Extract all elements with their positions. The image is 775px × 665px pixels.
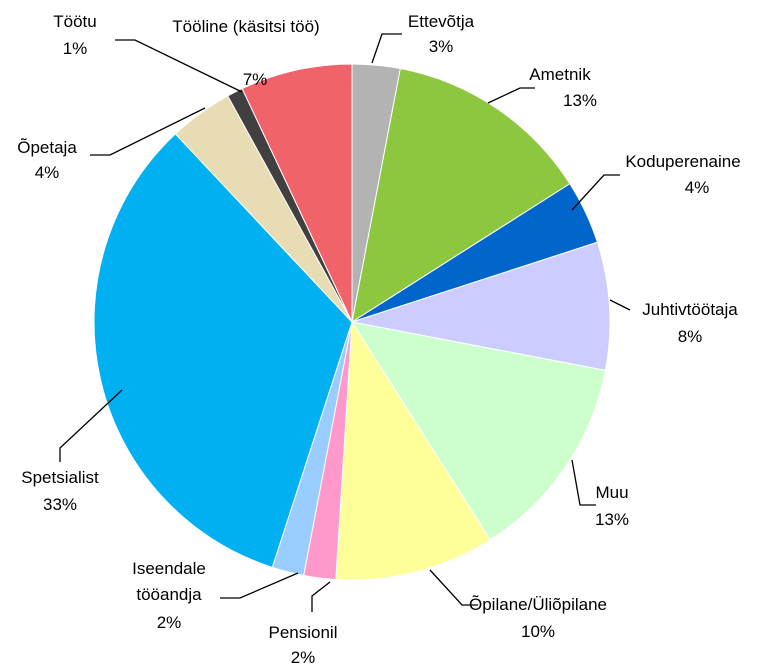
slice-value-label: 8%	[677, 327, 703, 346]
slice-value-label: 13%	[562, 91, 598, 110]
slice-value-label: 1%	[62, 39, 88, 58]
leader-line	[220, 572, 299, 599]
slice-label: Tööline (käsitsi töö)	[172, 17, 320, 36]
leader-line	[90, 107, 206, 156]
slice-label: Õpetaja	[17, 138, 77, 157]
leader-line	[115, 39, 243, 93]
slice-label: Koduperenaine	[625, 152, 741, 171]
leader-line	[571, 174, 620, 211]
leader-line	[311, 581, 331, 612]
slice-label: Töötu	[53, 12, 97, 31]
slice-label: Spetsialist	[21, 468, 99, 487]
slice-value-label: 33%	[42, 495, 78, 514]
slice-value-label: 10%	[520, 622, 556, 641]
slice-value-label: 2%	[290, 648, 316, 665]
slice-label: Ettevõtja	[407, 12, 475, 31]
pie-slice	[241, 63, 353, 323]
slice-value-label: 4%	[34, 163, 60, 182]
pie-slice	[350, 321, 607, 541]
leader-line	[571, 459, 596, 506]
slice-label: Juhtivtöötaja	[642, 300, 738, 319]
slice-value-label: 3%	[428, 37, 454, 56]
pie-slice	[335, 320, 491, 581]
slice-label: Ametnik	[529, 65, 591, 84]
slice-label: Õpilane/Üliõpilane	[469, 595, 607, 614]
slice-label: Muu	[595, 483, 629, 502]
slice-value-label: 13%	[594, 510, 630, 529]
slice-label: Iseendale tööandja	[132, 559, 206, 604]
pie-slice	[351, 67, 571, 324]
pie-slice	[351, 241, 611, 371]
slice-value-label: 2%	[156, 613, 182, 632]
leader-line	[59, 389, 123, 462]
slice-label: Pensionil	[268, 623, 338, 642]
slice-value-label: 4%	[684, 178, 710, 197]
slice-value-label: 7%	[242, 70, 268, 89]
leader-line	[487, 87, 535, 104]
leader-line	[429, 569, 478, 606]
leader-line	[371, 33, 402, 64]
leader-line	[609, 299, 631, 311]
pie-slice	[93, 133, 353, 569]
